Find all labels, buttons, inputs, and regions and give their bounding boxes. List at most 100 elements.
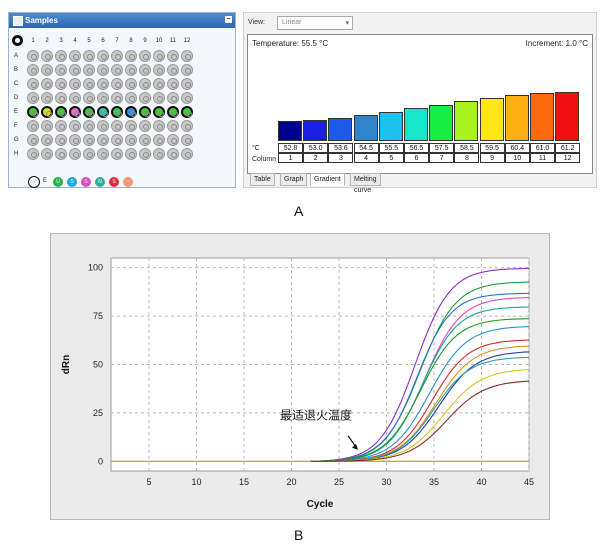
view-tab[interactable]: Gradient: [310, 173, 345, 186]
plate-well[interactable]: [69, 78, 81, 90]
plate-well[interactable]: [181, 106, 193, 118]
sample-type-icon[interactable]: S: [109, 177, 119, 187]
plate-well[interactable]: [55, 148, 67, 160]
plate-row-header[interactable]: A: [14, 53, 19, 59]
plate-well[interactable]: [97, 78, 109, 90]
plate-row-header[interactable]: G: [14, 137, 19, 143]
plate-well[interactable]: [55, 50, 67, 62]
plate-well[interactable]: [97, 50, 109, 62]
plate-well[interactable]: [41, 120, 53, 132]
plate-well[interactable]: [125, 50, 137, 62]
plate-well[interactable]: [167, 148, 179, 160]
plate-well[interactable]: [97, 120, 109, 132]
plate-well[interactable]: [111, 106, 123, 118]
plate-row-header[interactable]: E: [14, 109, 19, 115]
plate-well[interactable]: [125, 92, 137, 104]
plate-well[interactable]: [83, 106, 95, 118]
plate-well[interactable]: [139, 92, 151, 104]
plate-well[interactable]: [181, 50, 193, 62]
plate-well[interactable]: [153, 50, 165, 62]
plate-well[interactable]: [167, 92, 179, 104]
plate-well[interactable]: [41, 92, 53, 104]
sample-type-icon[interactable]: S: [81, 177, 91, 187]
plate-well[interactable]: [111, 64, 123, 76]
plate-well[interactable]: [83, 78, 95, 90]
plate-well[interactable]: [83, 92, 95, 104]
plate-well[interactable]: [125, 106, 137, 118]
plate-well[interactable]: [139, 78, 151, 90]
view-tab[interactable]: Melting curve: [350, 173, 381, 194]
plate-well[interactable]: [111, 92, 123, 104]
plate-column-header[interactable]: 4: [73, 38, 77, 44]
plate-column-header[interactable]: 9: [143, 38, 147, 44]
plate-row-header[interactable]: B: [14, 67, 19, 73]
plate-row-header[interactable]: F: [14, 123, 18, 129]
plate-well[interactable]: [55, 64, 67, 76]
plate-well[interactable]: [167, 64, 179, 76]
plate-well[interactable]: [139, 50, 151, 62]
plate-well[interactable]: [97, 64, 109, 76]
plate-well[interactable]: [111, 50, 123, 62]
plate-well[interactable]: [69, 148, 81, 160]
plate-column-header[interactable]: 2: [45, 38, 49, 44]
plate-well[interactable]: [41, 78, 53, 90]
sample-type-icon[interactable]: -: [123, 177, 133, 187]
plate-well[interactable]: [41, 64, 53, 76]
plate-well[interactable]: [125, 148, 137, 160]
sample-type-icon[interactable]: N: [95, 177, 105, 187]
plate-well[interactable]: [125, 134, 137, 146]
plate-well[interactable]: [55, 78, 67, 90]
plate-well[interactable]: [111, 148, 123, 160]
plate-column-header[interactable]: 6: [101, 38, 105, 44]
plate-column-header[interactable]: 10: [155, 38, 163, 44]
view-dropdown[interactable]: Linear ▾: [277, 16, 353, 30]
select-all-plate-icon[interactable]: [12, 35, 23, 46]
plate-well[interactable]: [139, 148, 151, 160]
plate-well[interactable]: [181, 78, 193, 90]
plate-well[interactable]: [125, 64, 137, 76]
plate-well[interactable]: [27, 64, 39, 76]
plate-column-header[interactable]: 7: [115, 38, 119, 44]
plate-well[interactable]: [97, 134, 109, 146]
plate-well[interactable]: [111, 134, 123, 146]
plate-well[interactable]: [181, 134, 193, 146]
plate-well[interactable]: [153, 78, 165, 90]
plate-well[interactable]: [125, 78, 137, 90]
sample-type-icon[interactable]: S: [67, 177, 77, 187]
plate-well[interactable]: [41, 148, 53, 160]
plate-well[interactable]: [153, 134, 165, 146]
plate-well[interactable]: [83, 148, 95, 160]
plate-column-header[interactable]: 11: [169, 38, 177, 44]
plate-well[interactable]: [139, 106, 151, 118]
plate-well[interactable]: [69, 64, 81, 76]
plate-column-header[interactable]: 5: [87, 38, 91, 44]
plate-column-header[interactable]: 1: [31, 38, 35, 44]
plate-well[interactable]: [27, 92, 39, 104]
plate-well[interactable]: [153, 106, 165, 118]
plate-well[interactable]: [55, 106, 67, 118]
plate-well[interactable]: [27, 106, 39, 118]
plate-well[interactable]: [41, 106, 53, 118]
plate-well[interactable]: [97, 148, 109, 160]
plate-row-header[interactable]: H: [14, 151, 19, 157]
plate-well[interactable]: [27, 120, 39, 132]
plate-row-header[interactable]: C: [14, 81, 19, 87]
plate-well[interactable]: [153, 120, 165, 132]
plate-well[interactable]: [69, 106, 81, 118]
plate-well[interactable]: [181, 64, 193, 76]
plate-well[interactable]: [111, 78, 123, 90]
plate-well[interactable]: [139, 120, 151, 132]
plate-well[interactable]: [181, 92, 193, 104]
plate-row-header[interactable]: D: [14, 95, 19, 101]
plate-well[interactable]: [167, 134, 179, 146]
plate-well[interactable]: [83, 120, 95, 132]
plate-well[interactable]: [153, 92, 165, 104]
plate-well[interactable]: [97, 92, 109, 104]
plate-well[interactable]: [83, 134, 95, 146]
plate-column-header[interactable]: 8: [129, 38, 133, 44]
plate-well[interactable]: [153, 148, 165, 160]
plate-well[interactable]: [27, 148, 39, 160]
plate-well[interactable]: [167, 78, 179, 90]
plate-well[interactable]: [27, 50, 39, 62]
plate-well[interactable]: [167, 50, 179, 62]
